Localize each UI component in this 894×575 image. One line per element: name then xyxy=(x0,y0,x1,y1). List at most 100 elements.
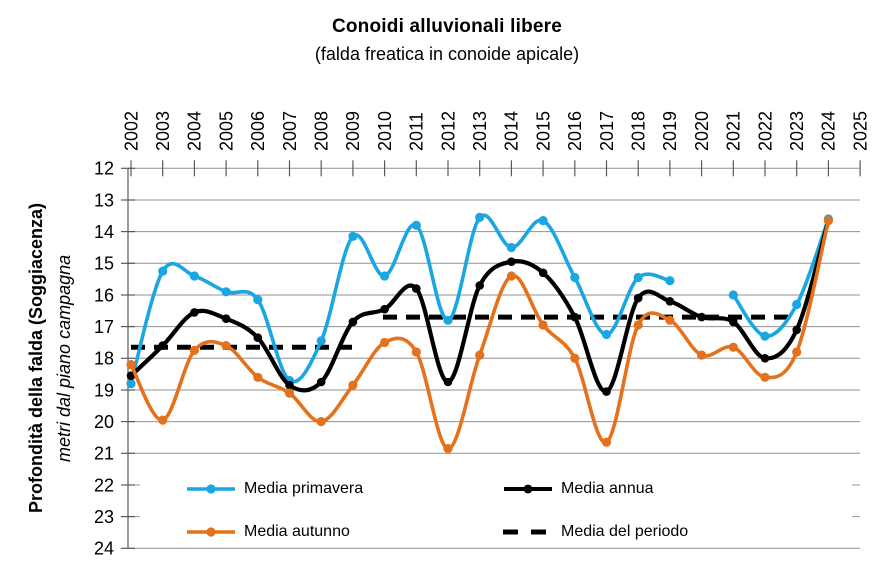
y-tick-label: 16 xyxy=(94,285,114,305)
marker-media-annua xyxy=(729,317,738,327)
x-tick-label: 2005 xyxy=(216,111,236,151)
marker-media-primavera xyxy=(538,216,548,226)
marker-media-autunno xyxy=(158,415,168,425)
y-tick-label: 18 xyxy=(94,349,114,369)
dashed-line-swatch-icon xyxy=(503,529,553,535)
marker-media-annua xyxy=(792,325,801,335)
x-tick-label: 2021 xyxy=(724,111,744,151)
marker-media-autunno xyxy=(189,345,199,355)
marker-media-autunno xyxy=(411,347,421,357)
legend-label: Media primavera xyxy=(244,480,364,497)
marker-media-autunno xyxy=(126,360,136,370)
marker-media-primavera xyxy=(792,299,802,310)
marker-media-primavera xyxy=(475,212,485,222)
legend-item-media-del-periodo: Media del periodo xyxy=(503,523,688,541)
marker-media-annua xyxy=(538,268,548,278)
marker-media-autunno xyxy=(221,341,231,351)
marker-media-autunno xyxy=(665,315,675,325)
legend-label: Media annua xyxy=(561,480,654,497)
y-tick-label: 19 xyxy=(94,380,114,400)
marker-media-primavera xyxy=(570,272,580,283)
x-tick-label: 2014 xyxy=(502,111,522,151)
line-marker-swatch-icon xyxy=(187,484,235,494)
marker-media-annua xyxy=(443,377,453,387)
x-tick-label: 2011 xyxy=(407,112,427,151)
y-tick-label: 15 xyxy=(94,254,114,274)
marker-media-annua xyxy=(316,377,326,387)
marker-media-autunno xyxy=(348,380,358,390)
x-tick-label: 2007 xyxy=(280,111,300,151)
line-marker-swatch-icon xyxy=(187,527,235,537)
y-tick-label: 21 xyxy=(94,444,114,464)
line-marker-swatch-icon xyxy=(504,484,552,494)
marker-media-primavera xyxy=(411,220,421,230)
y-tick-label: 17 xyxy=(94,317,114,337)
marker-media-autunno xyxy=(253,372,263,382)
marker-media-autunno xyxy=(506,271,516,281)
x-tick-label: 2016 xyxy=(565,111,585,151)
marker-media-annua xyxy=(285,380,294,390)
x-tick-label: 2018 xyxy=(629,111,649,151)
marker-media-primavera xyxy=(126,379,136,389)
marker-media-autunno xyxy=(316,417,326,427)
series-line-media-autunno xyxy=(129,218,831,451)
marker-media-primavera xyxy=(601,329,612,340)
marker-media-autunno xyxy=(697,350,707,360)
chart-title: Conoidi alluvionali libere xyxy=(331,16,563,37)
marker-media-autunno xyxy=(475,350,485,360)
x-tick-label: 2025 xyxy=(850,111,870,151)
marker-media-primavera xyxy=(633,272,643,283)
marker-media-autunno xyxy=(601,437,612,447)
marker-media-primavera xyxy=(380,271,390,281)
y-tick-label: 12 xyxy=(94,159,114,179)
marker-media-primavera xyxy=(158,266,168,276)
marker-media-primavera xyxy=(348,231,358,241)
marker-media-autunno xyxy=(792,347,802,357)
marker-media-annua xyxy=(348,317,358,327)
marker-media-autunno xyxy=(284,388,295,398)
marker-media-annua xyxy=(475,281,485,290)
y-tick-label: 24 xyxy=(94,539,114,559)
marker-media-annua xyxy=(507,257,516,267)
series-line-media-annua xyxy=(128,218,831,394)
marker-media-annua xyxy=(412,284,421,293)
marker-media-annua xyxy=(190,308,199,317)
series-line-media-primavera xyxy=(731,217,831,338)
marker-media-primavera xyxy=(443,315,453,325)
marker-media-primavera xyxy=(506,242,516,253)
marker-media-primavera xyxy=(665,276,675,286)
x-tick-label: 2019 xyxy=(660,111,680,151)
x-tick-label: 2006 xyxy=(248,111,268,151)
y-tick-label: 14 xyxy=(94,222,114,242)
x-tick-label: 2013 xyxy=(470,111,490,151)
x-tick-label: 2022 xyxy=(755,111,775,151)
y-tick-label: 23 xyxy=(94,507,114,527)
marker-media-annua xyxy=(602,387,611,396)
marker-media-annua xyxy=(760,354,770,363)
marker-media-annua xyxy=(665,297,675,306)
x-tick-label: 2008 xyxy=(312,111,332,151)
x-tick-label: 2004 xyxy=(185,111,205,151)
chart-subtitle: (falda freatica in conoide apicale) xyxy=(314,44,580,64)
marker-media-primavera xyxy=(760,331,770,341)
marker-media-autunno xyxy=(728,342,738,352)
marker-media-primavera xyxy=(221,287,231,297)
x-tick-label: 2023 xyxy=(787,111,807,151)
marker-media-annua xyxy=(158,341,167,350)
x-tick-label: 2010 xyxy=(375,111,395,151)
x-tick-label: 2017 xyxy=(597,111,617,151)
marker-media-autunno xyxy=(570,353,580,363)
marker-media-autunno xyxy=(380,337,390,348)
marker-media-annua xyxy=(221,314,231,324)
y-tick-label: 20 xyxy=(94,412,114,432)
legend-item-media-primavera: Media primavera xyxy=(186,480,363,498)
y-tick-label: 13 xyxy=(94,190,114,210)
marker-media-annua xyxy=(380,304,389,314)
marker-media-primavera xyxy=(728,290,738,300)
x-tick-label: 2003 xyxy=(153,111,173,151)
marker-media-autunno xyxy=(760,372,770,382)
marker-media-annua xyxy=(570,312,580,322)
marker-media-primavera xyxy=(189,271,199,281)
x-tick-label: 2012 xyxy=(438,111,458,151)
marker-media-annua xyxy=(633,293,643,303)
